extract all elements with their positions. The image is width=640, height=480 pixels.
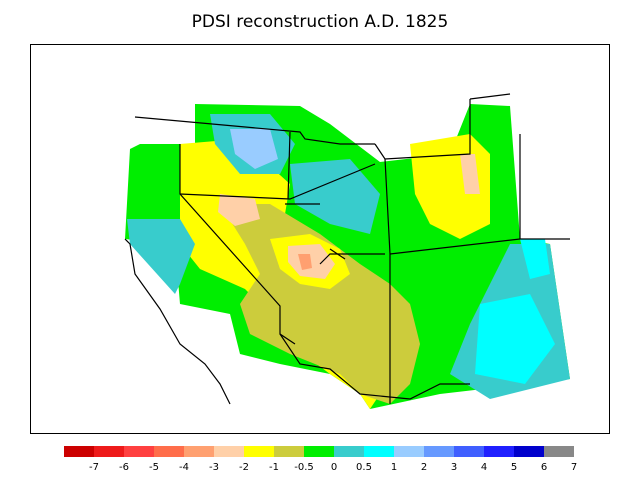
colorbar-tick-label: 6 [541, 462, 547, 473]
contour-neg2 [288, 244, 335, 279]
colorbar-tick-label: 1 [391, 462, 397, 473]
colorbar-tick-label: -5 [149, 462, 159, 473]
colorbar-bin [124, 446, 154, 457]
colorbar-tick-label: -7 [89, 462, 99, 473]
colorbar-tick-label: 5 [511, 462, 517, 473]
contour-neg3 [298, 254, 312, 270]
colorbar-bin [154, 446, 184, 457]
colorbar-bin [514, 446, 544, 457]
colorbar-bin [214, 446, 244, 457]
colorbar-tick-label: 3 [451, 462, 457, 473]
colorbar-tick-label: -1 [269, 462, 279, 473]
colorbar-tick-label: 4 [481, 462, 487, 473]
colorbar-tick-label: -4 [179, 462, 189, 473]
colorbar-bin [544, 446, 574, 457]
colorbar-tick-label: 0 [331, 462, 337, 473]
colorbar-bin [184, 446, 214, 457]
colorbar-bin [244, 446, 274, 457]
colorbar-bin [484, 446, 514, 457]
contour-1-east [520, 239, 550, 279]
colorbar-bin [364, 446, 394, 457]
contour-05-center [290, 159, 380, 234]
colorbar-tick-label: 2 [421, 462, 427, 473]
map-frame [30, 44, 610, 434]
contour-neg05 [220, 204, 420, 404]
colorbar-labels: -7 -6 -5 -4 -3 -2 -1 -0.5 0 0.5 1 2 3 4 5 6 7 [89, 462, 577, 473]
colorbar-bin [304, 446, 334, 457]
colorbar-bin [64, 446, 94, 457]
contour-05-west [127, 219, 195, 294]
colorbar-tick-label: -2 [239, 462, 249, 473]
colorbar-bin [334, 446, 364, 457]
contour-2-north [230, 129, 278, 169]
colorbar-tick-label: -0.5 [294, 462, 314, 473]
colorbar-tick-label: 0.5 [356, 462, 372, 473]
colorbar-tick-label: -3 [209, 462, 219, 473]
colorbar: -7 -6 -5 -4 -3 -2 -1 -0.5 0 0.5 1 2 3 4 5 6 7 [64, 446, 577, 473]
colorbar-bin [94, 446, 124, 457]
state-boundaries [124, 93, 570, 405]
contour-neg2-ne [460, 154, 480, 194]
contour-neg2-west [218, 194, 260, 226]
page-title: PDSI reconstruction A.D. 1825 [191, 12, 449, 32]
contour-1-se [475, 294, 555, 384]
colorbar-bin [274, 446, 304, 457]
colorbar-swatches [64, 446, 574, 457]
colorbar-bin [454, 446, 484, 457]
colorbar-bin [424, 446, 454, 457]
colorbar-tick-label: -6 [119, 462, 129, 473]
colorbar-bin [394, 446, 424, 457]
colorbar-tick-label: 7 [571, 462, 577, 473]
pdsi-field [125, 104, 570, 409]
